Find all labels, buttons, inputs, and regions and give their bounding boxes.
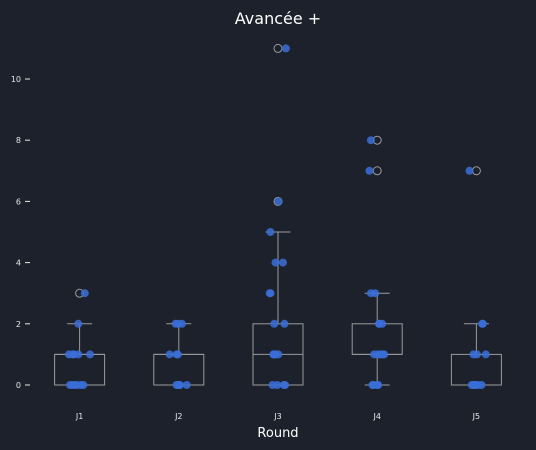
data-point: [365, 166, 374, 175]
x-tick-label: J2: [174, 412, 182, 421]
x-axis-label: Round: [257, 426, 298, 441]
boxes-layer: [54, 43, 502, 386]
x-axis: J1 J2 J3 J4 J5: [75, 412, 480, 421]
data-point: [268, 381, 277, 389]
data-point: [74, 319, 83, 328]
data-point: [465, 166, 474, 175]
box-J3: [252, 43, 304, 386]
data-point: [64, 350, 73, 359]
box-rect: [153, 353, 205, 386]
data-point: [174, 319, 183, 328]
data-point: [80, 289, 89, 298]
box-rect: [450, 353, 502, 386]
data-point: [366, 136, 375, 145]
data-point: [165, 350, 174, 359]
data-point: [469, 350, 478, 359]
data-point: [467, 381, 476, 389]
data-point: [280, 319, 289, 328]
data-point: [85, 350, 94, 359]
points-layer: [64, 44, 490, 389]
data-point: [271, 258, 280, 267]
data-point: [65, 381, 74, 389]
points-J1: [64, 289, 94, 389]
outlier-marker: [273, 43, 283, 53]
chart-title: Avancée +: [235, 9, 321, 28]
y-tick-label: 2: [16, 320, 21, 329]
data-point: [270, 319, 279, 328]
points-J4: [365, 136, 389, 389]
data-point: [172, 381, 181, 389]
x-tick-label: J4: [372, 412, 380, 421]
data-point: [281, 381, 290, 389]
x-tick-label: J5: [472, 412, 480, 421]
box-rect: [351, 323, 403, 355]
y-tick-label: 4: [16, 259, 21, 268]
data-point: [265, 289, 274, 298]
data-point: [378, 350, 387, 359]
data-point: [173, 350, 182, 359]
data-point: [278, 258, 287, 267]
points-J5: [465, 166, 490, 389]
y-axis: 0 2 4 6 8 10: [11, 75, 30, 390]
data-point: [375, 319, 384, 328]
y-tick-label: 8: [16, 136, 21, 145]
data-point: [481, 350, 490, 359]
data-point: [270, 350, 279, 359]
x-tick-label: J1: [75, 412, 83, 421]
y-tick-label: 0: [16, 381, 21, 390]
points-J3: [265, 44, 290, 389]
points-J2: [165, 319, 191, 389]
data-point: [281, 44, 290, 53]
box-J1: [54, 288, 106, 386]
data-point: [74, 350, 83, 359]
outlier-marker: [372, 166, 382, 176]
box-J4: [351, 135, 403, 386]
data-point: [76, 381, 85, 389]
outlier-marker: [471, 166, 481, 176]
y-tick-label: 6: [16, 197, 21, 206]
data-point: [373, 381, 382, 389]
data-point: [478, 319, 487, 328]
data-point: [266, 228, 275, 236]
data-point: [274, 197, 283, 206]
data-point: [182, 381, 191, 389]
data-point: [371, 289, 380, 298]
box-rect: [54, 353, 106, 386]
y-tick-label: 10: [11, 75, 21, 84]
x-tick-label: J3: [273, 412, 281, 421]
